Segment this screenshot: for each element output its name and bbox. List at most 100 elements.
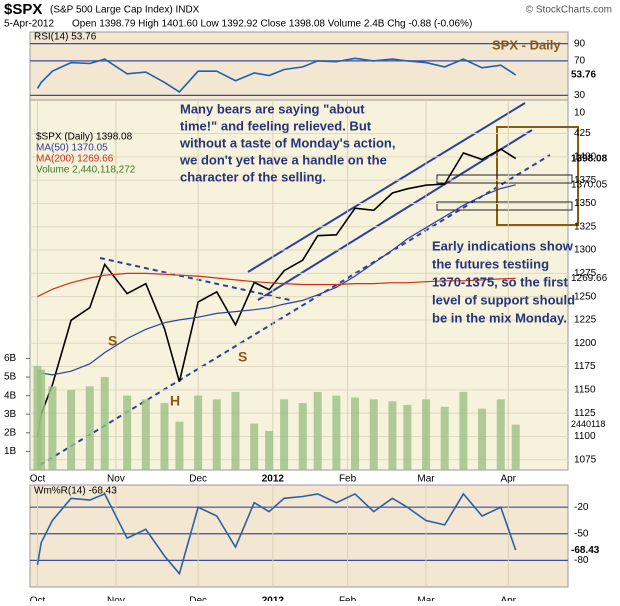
legend-entry: MA(200) 1269.66 (36, 154, 114, 165)
y-tick-label: 70 (574, 56, 586, 67)
last-value-label: 1398.08 (571, 153, 608, 164)
pattern-label: H (170, 393, 180, 409)
volume-bar (212, 399, 221, 470)
x-tick-label: Nov (107, 596, 125, 601)
series-line (37, 272, 516, 298)
y-tick-label: 1200 (574, 338, 597, 349)
y2-tick-label: 5B (4, 372, 17, 383)
y-tick-label: 1175 (574, 361, 596, 372)
series-line (36, 57, 517, 93)
x-tick-label: Mar (417, 474, 435, 485)
date: 5-Apr-2012 (4, 19, 54, 30)
y-tick-label: 1375 (574, 175, 597, 186)
chart-label: SPX - Daily (492, 37, 561, 52)
pattern-label: S (108, 333, 117, 349)
volume-bar (123, 395, 132, 470)
x-tick-label: Mar (417, 596, 435, 601)
panel-label: RSI(14) 53.76 (34, 32, 97, 43)
volume-bar (369, 399, 378, 470)
volume-bar (250, 423, 259, 470)
y-tick-label: 1350 (574, 198, 597, 209)
volume-bar (459, 391, 468, 470)
legend-entry: Volume 2,440,118,272 (36, 165, 136, 176)
volume-bar (496, 399, 505, 470)
credit: © StockCharts.com (526, 5, 612, 16)
y-tick-label: 1100 (574, 431, 596, 442)
x-tick-label: Feb (339, 596, 357, 601)
x-tick-label: 2012 (262, 474, 285, 485)
legend-entry: $SPX (Daily) 1398.08 (36, 132, 133, 143)
quote: Open 1398.79 High 1401.60 Low 1392.92 Cl… (72, 19, 472, 30)
annotation: be in the mix Monday. (432, 310, 567, 325)
annotation: level of support should (432, 292, 575, 307)
volume-bar (511, 424, 520, 470)
annotation: the futures testiing (432, 256, 549, 271)
last-value-label: 2440118 (571, 419, 605, 429)
volume-bar (175, 421, 184, 470)
volume-bar (265, 430, 274, 470)
x-tick-label: 2012 (262, 596, 285, 601)
y-tick-label: 1225 (574, 315, 597, 326)
volume-bar (422, 399, 431, 470)
y-tick-label: 1250 (574, 291, 597, 302)
volume-bar (313, 391, 322, 470)
volume-bar (67, 390, 76, 470)
y-tick-label: 1400 (574, 151, 597, 162)
volume-bar (100, 377, 109, 470)
x-tick-label: Feb (339, 474, 357, 485)
series-line (36, 148, 517, 438)
y-tick-label: 10 (574, 107, 586, 118)
series-line (37, 184, 516, 376)
volume-bar (194, 395, 203, 470)
annotation: Early indications show (432, 238, 574, 253)
volume-bar (48, 386, 57, 470)
y2-tick-label: 3B (4, 409, 17, 420)
last-value-label: 1370.05 (571, 179, 608, 190)
volume-bar (160, 403, 169, 470)
last-value-label: -68.43 (571, 545, 600, 556)
annotation: time!" and feeling relieved. But (180, 118, 372, 133)
focus-box (496, 126, 579, 226)
last-value-label: 1269.66 (571, 273, 608, 284)
wmr-panel (29, 484, 569, 588)
y-tick-label: 1075 (574, 454, 597, 465)
y-tick-label: 30 (574, 90, 586, 101)
y-tick-label: 1325 (574, 221, 597, 232)
annotation: we don't yet have a handle on the (179, 152, 387, 167)
channel-lower (257, 129, 533, 301)
symbol: $SPX (4, 1, 42, 18)
y2-tick-label: 2B (4, 427, 17, 438)
support-box (436, 201, 573, 211)
volume-bar (351, 397, 360, 470)
legend-entry: MA(50) 1370.05 (36, 143, 108, 154)
y2-tick-label: 6B (4, 353, 17, 364)
x-tick-label: Dec (189, 596, 207, 601)
rsi-panel (29, 31, 569, 101)
annotation: character of the selling. (180, 169, 326, 184)
y-tick-label: 1300 (574, 245, 597, 256)
volume-bar (85, 386, 94, 470)
y2-tick-label: 1B (4, 446, 17, 457)
x-tick-label: Nov (107, 474, 125, 485)
annotation: Many bears are saying "about (180, 101, 365, 116)
symbol-name: (S&P 500 Large Cap Index) INDX (50, 5, 200, 16)
channel-upper (247, 102, 526, 273)
annotation: without a taste of Monday's action, (179, 135, 395, 150)
volume-bar (403, 404, 412, 470)
y-tick-label: 425 (574, 128, 591, 139)
y-tick-label: 90 (574, 38, 586, 49)
annotation: 1370-1375, so the first (432, 274, 569, 289)
volume-bar (280, 399, 289, 470)
y-tick-label: 1275 (574, 268, 597, 279)
y2-tick-label: 4B (4, 390, 17, 401)
volume-bar (298, 403, 307, 470)
y-tick-label: 1125 (574, 408, 596, 419)
x-tick-label: Apr (500, 596, 516, 601)
pattern-label: S (238, 349, 247, 365)
x-tick-label: Apr (500, 474, 516, 485)
volume-bar (332, 395, 341, 470)
last-value-label: 53.76 (571, 70, 596, 81)
volume-bar (231, 391, 240, 470)
y-tick-label: 1150 (574, 384, 596, 395)
